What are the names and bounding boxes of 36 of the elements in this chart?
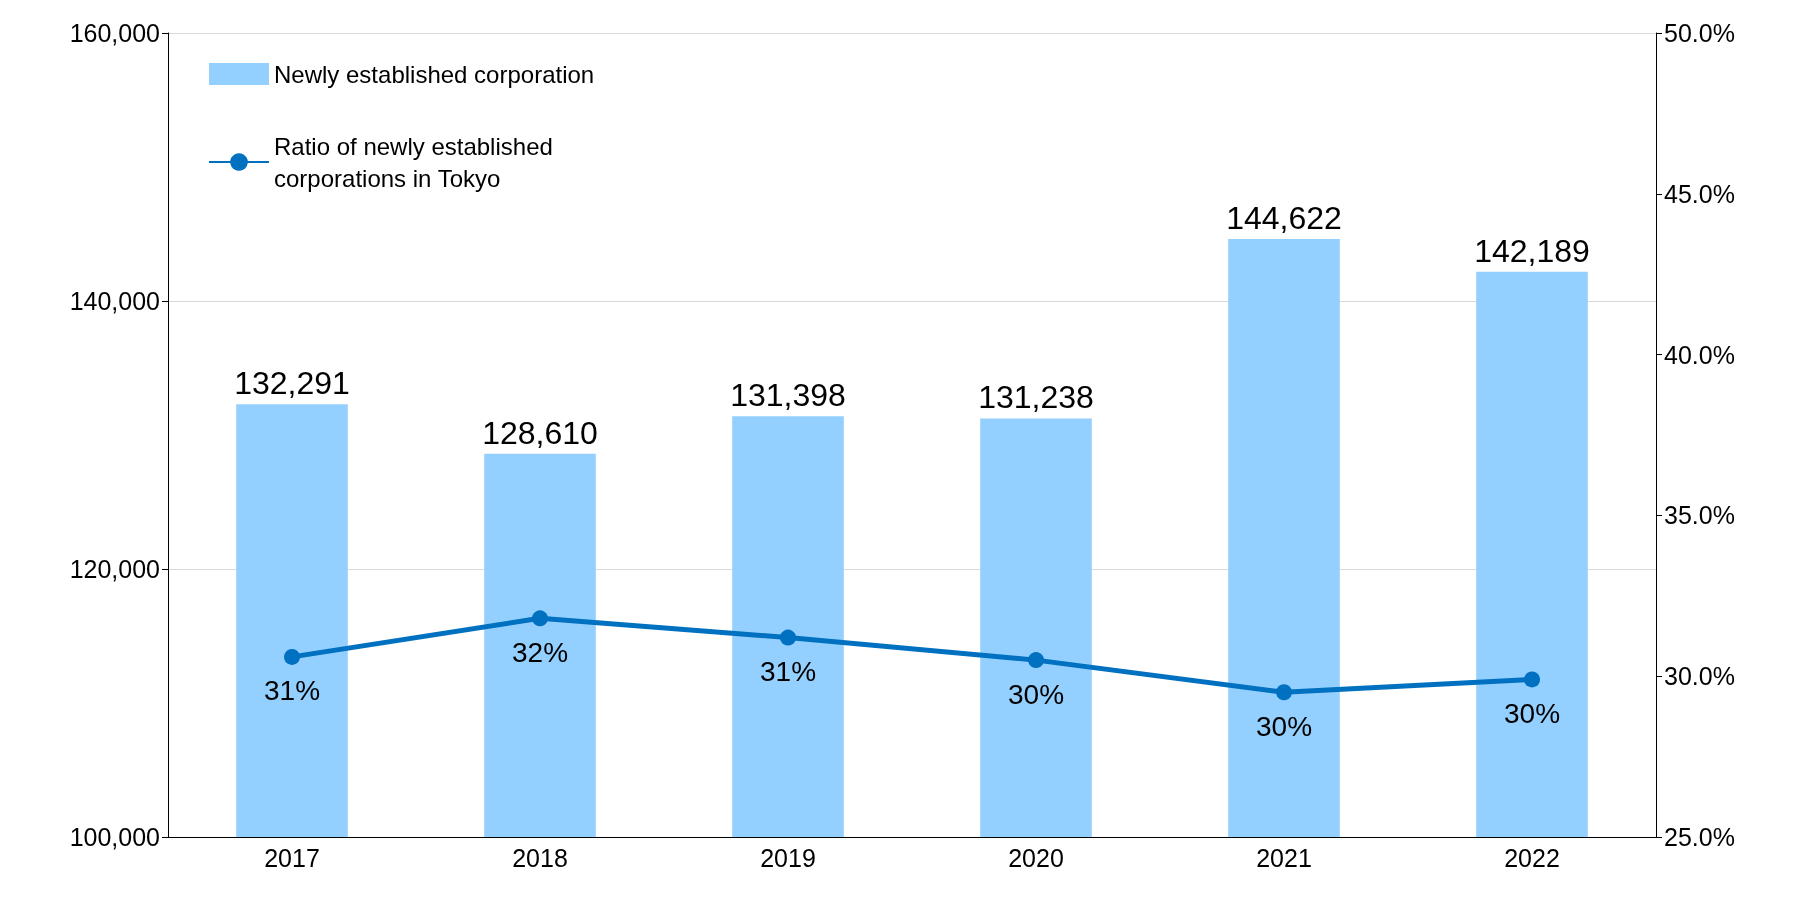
y2-tick-label: 50.0%	[1664, 19, 1735, 47]
x-tick-label: 2019	[760, 843, 816, 872]
point	[1028, 652, 1044, 669]
data-label: 131,398	[730, 377, 846, 414]
x-tick-label: 2021	[1256, 843, 1312, 872]
data-label: 131,238	[978, 379, 1094, 416]
y-tick-label: 160,000	[69, 19, 160, 47]
point	[1524, 671, 1540, 688]
point	[532, 610, 548, 627]
y2-tick-label: 40.0%	[1664, 340, 1735, 369]
data-label: 128,610	[482, 414, 598, 451]
data-label: 132,291	[234, 365, 350, 402]
point	[284, 648, 300, 665]
data-label: 32%	[511, 636, 569, 668]
x-tick-label: 2020	[1008, 843, 1064, 872]
data-label: 142,189	[1474, 232, 1590, 269]
y-tick-label: 120,000	[69, 555, 160, 583]
y-tick-label: 100,000	[69, 823, 160, 851]
point	[780, 629, 796, 646]
data-label: 30%	[1255, 710, 1313, 742]
x-tick-label: 2017	[264, 843, 320, 872]
data-label: 30%	[1007, 678, 1065, 710]
point	[1276, 684, 1292, 701]
data-label: 31%	[759, 656, 817, 688]
y2-tick-label: 45.0%	[1664, 179, 1735, 208]
legend-label: Ratio of newly established corporations in Tokyo	[274, 132, 560, 192]
x-tick-label: 2022	[1504, 843, 1560, 872]
data-label: 30%	[1503, 697, 1561, 729]
legend-label: Newly established corporation	[274, 60, 595, 88]
x-tick-label: 2018	[512, 843, 568, 872]
y-tick-label: 140,000	[69, 287, 160, 315]
data-label: 31%	[263, 675, 321, 707]
y2-tick-label: 25.0%	[1664, 823, 1735, 851]
y2-tick-label: 30.0%	[1664, 662, 1735, 691]
data-label: 144,622	[1226, 200, 1342, 237]
y2-tick-label: 35.0%	[1664, 501, 1735, 530]
